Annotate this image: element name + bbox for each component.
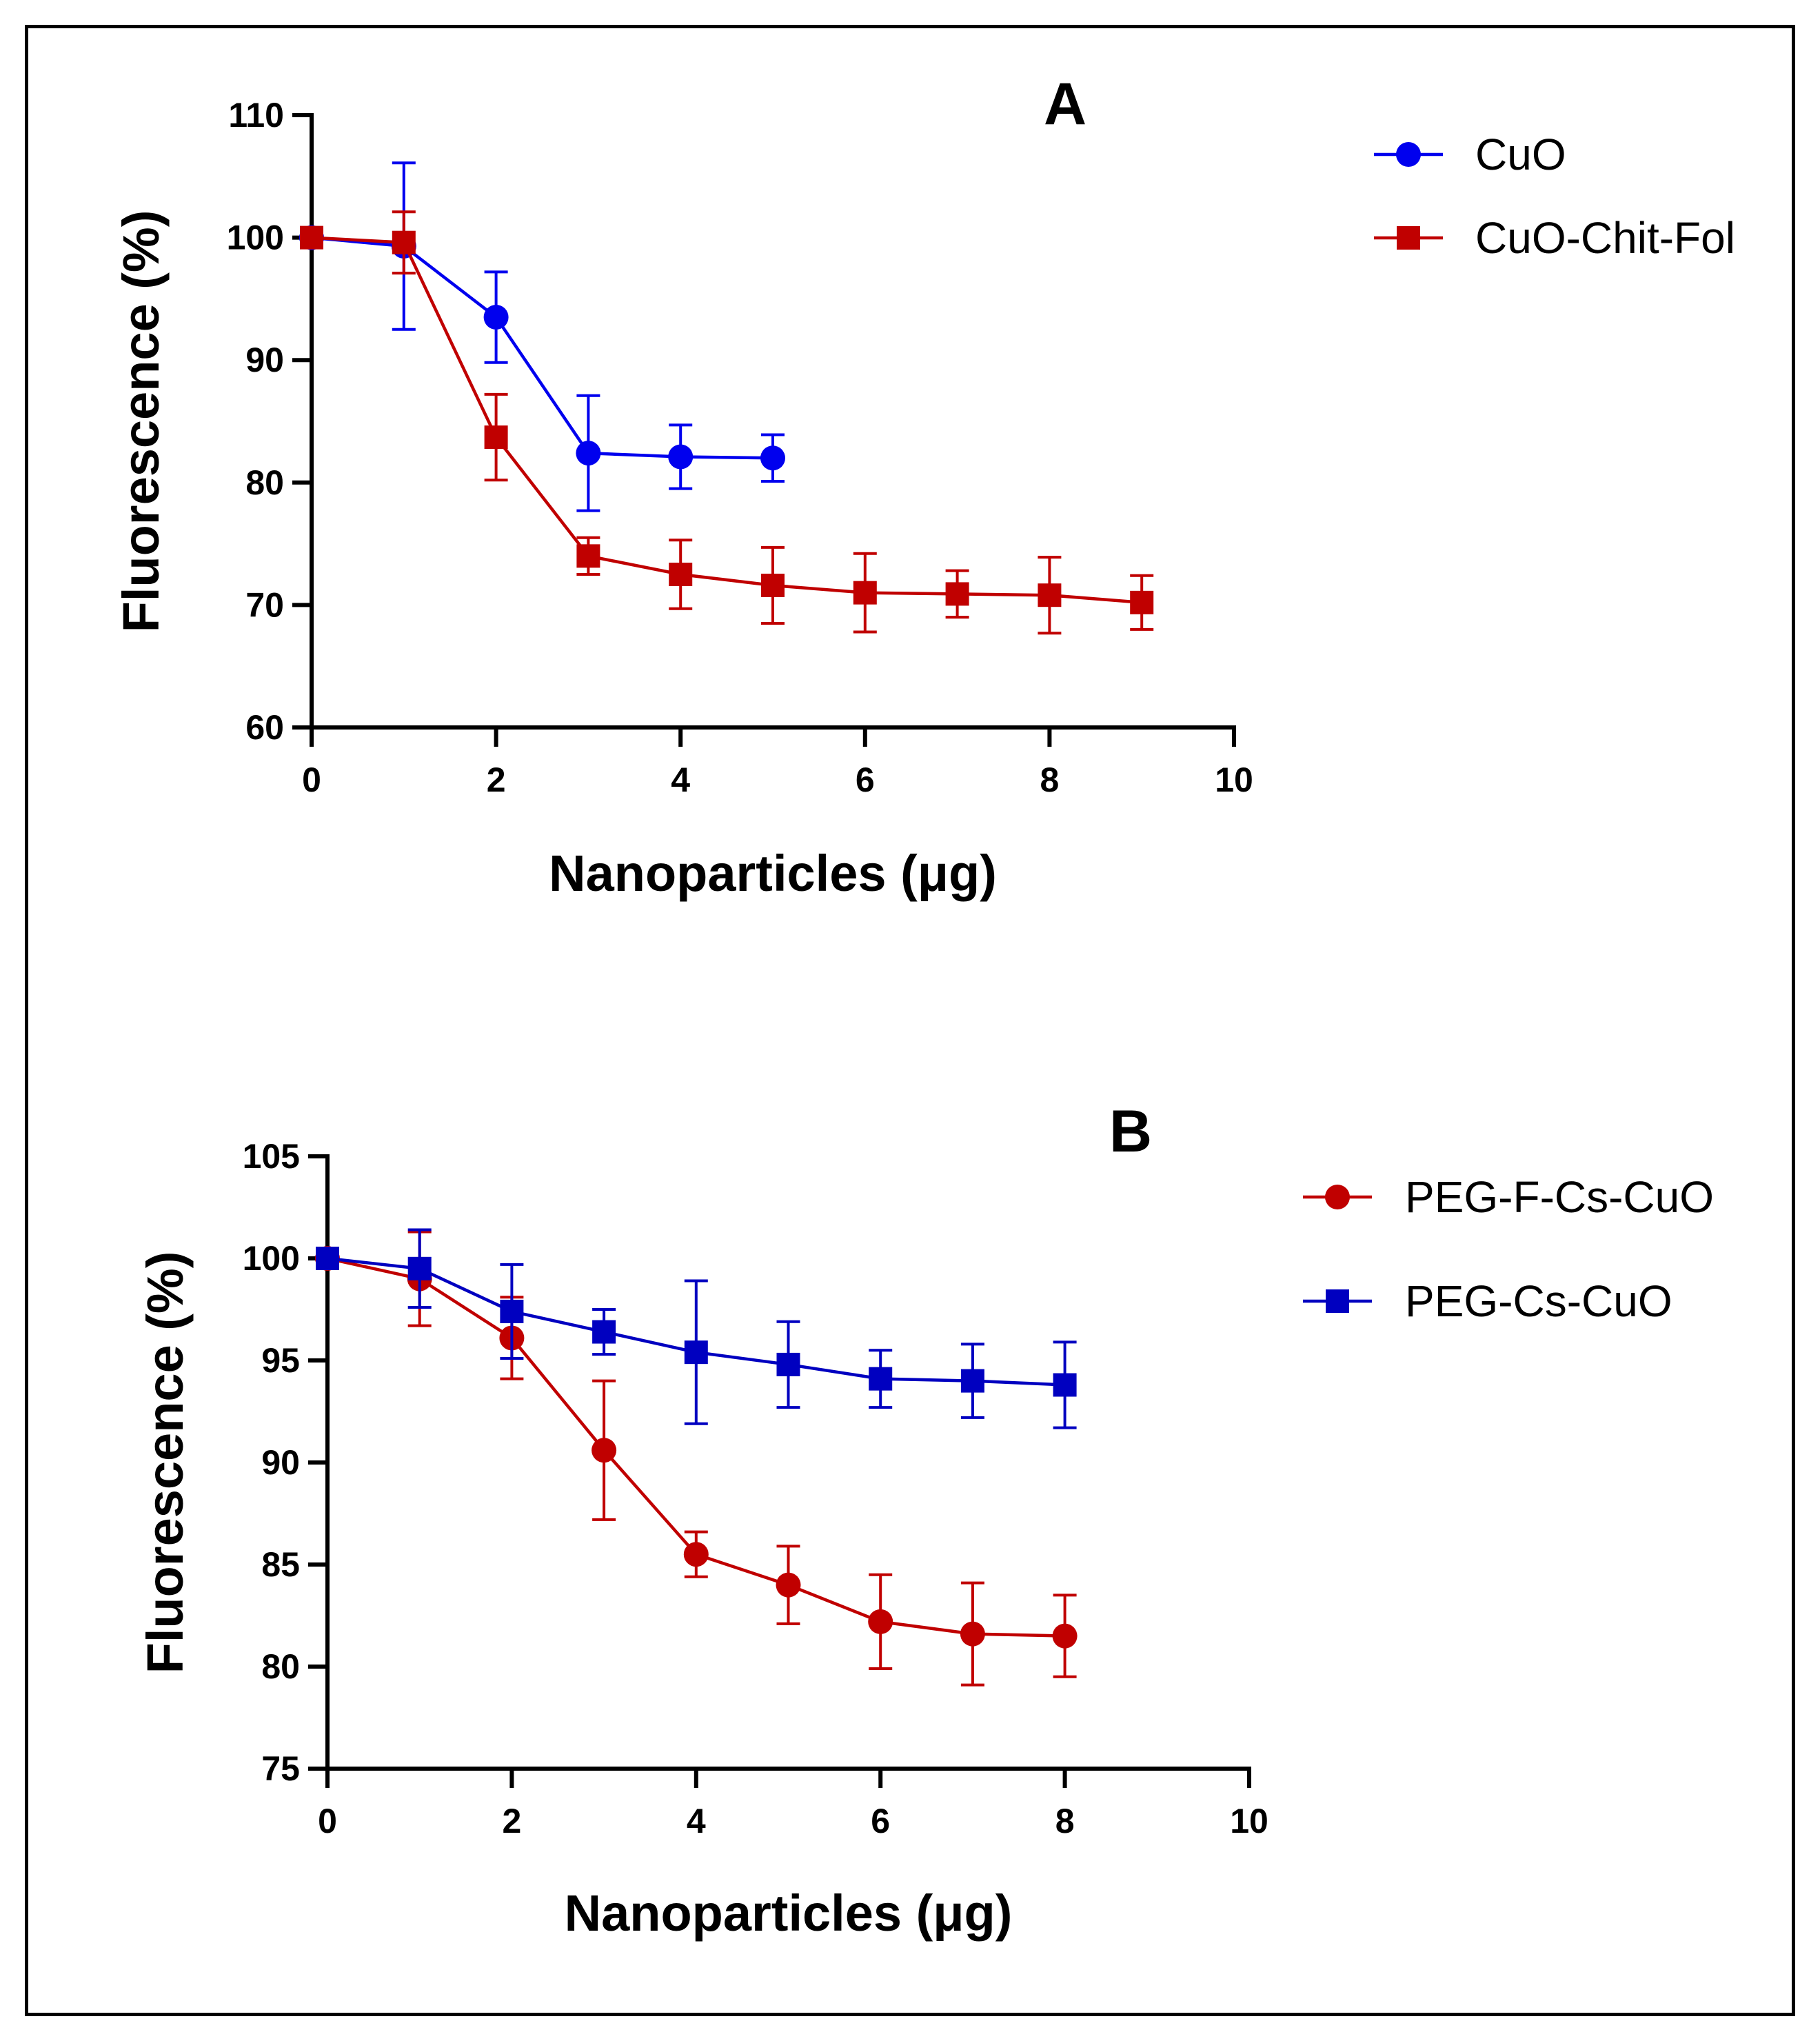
data-point	[1130, 590, 1154, 614]
x-tick-label: 6	[856, 761, 875, 799]
data-point	[300, 225, 323, 250]
y-tick-label: 105	[243, 1137, 300, 1176]
series-peg-f-cs-cuo	[315, 1230, 1078, 1687]
data-point	[853, 581, 877, 605]
data-point	[392, 230, 416, 254]
data-point	[776, 1572, 801, 1598]
data-point	[1038, 583, 1062, 607]
x-tick-label: 6	[871, 1802, 890, 1840]
data-point	[483, 305, 509, 330]
y-tick-label: 90	[245, 341, 284, 379]
x-tick-label: 4	[687, 1802, 706, 1840]
data-point	[576, 441, 601, 466]
x-axis-title: Nanoparticles (μg)	[549, 845, 997, 902]
data-point	[576, 544, 600, 568]
panel-label: A	[1044, 71, 1086, 137]
series-line	[311, 236, 1142, 605]
legend-entry: PEG-F-Cs-CuO	[1303, 1172, 1714, 1222]
y-tick-label: 95	[261, 1341, 300, 1380]
x-tick-label: 8	[1040, 761, 1059, 799]
data-point	[592, 1320, 616, 1344]
data-point	[1052, 1623, 1078, 1649]
data-point	[760, 445, 785, 471]
data-point	[945, 582, 969, 606]
y-tick-label: 85	[261, 1545, 300, 1584]
data-point	[761, 573, 785, 597]
data-point	[868, 1609, 893, 1634]
panel-a: 60 70 80 90 100 110 0 2 4 6 8 10 Nanoparticles (μg) F…	[112, 71, 1735, 902]
legend-label: PEG-F-Cs-CuO	[1405, 1172, 1714, 1222]
legend-marker	[1396, 142, 1421, 167]
data-point	[668, 444, 694, 470]
y-tick-label: 60	[245, 708, 284, 747]
legend-entry: CuO-Chit-Fol	[1374, 213, 1735, 263]
data-point	[869, 1367, 893, 1391]
x-tick-label: 4	[671, 761, 690, 799]
data-point	[960, 1621, 985, 1647]
y-tick-label: 80	[245, 463, 284, 502]
data-point	[592, 1438, 617, 1463]
y-tick-label: 110	[228, 96, 284, 134]
series-cuo	[299, 161, 785, 512]
y-axis-title: Fluorescence (%)	[136, 1251, 194, 1674]
x-tick-label: 0	[318, 1802, 337, 1840]
data-point	[960, 1369, 984, 1393]
legend-marker	[1397, 226, 1420, 250]
legend-label: CuO	[1475, 130, 1566, 179]
series-line	[311, 236, 774, 460]
data-point	[316, 1247, 339, 1270]
y-tick-label: 100	[243, 1239, 300, 1278]
legend-marker	[1326, 1289, 1349, 1313]
x-tick-label: 0	[302, 761, 321, 799]
legend-entry: PEG-Cs-CuO	[1303, 1276, 1672, 1326]
legend-entry: CuO	[1374, 130, 1566, 179]
legend-label: CuO-Chit-Fol	[1475, 213, 1735, 263]
y-tick-label: 100	[227, 219, 284, 257]
data-point	[500, 1299, 524, 1323]
figure-frame	[25, 25, 1795, 2016]
x-tick-label: 2	[487, 761, 506, 799]
x-axis-title: Nanoparticles (μg)	[565, 1884, 1013, 1942]
data-point	[484, 425, 508, 450]
data-point	[684, 1340, 708, 1365]
y-tick-label: 90	[261, 1443, 300, 1482]
panel-b: 75 80 85 90 95 100 105 0 2 4 6 8 10 Nanoparticles (μg…	[136, 1098, 1714, 1942]
legend-marker	[1325, 1185, 1350, 1209]
series-cuo-chit-fol	[300, 210, 1154, 635]
data-point	[407, 1256, 432, 1280]
data-point	[669, 563, 693, 586]
legend-label: PEG-Cs-CuO	[1405, 1276, 1672, 1326]
x-tick-label: 10	[1215, 761, 1253, 799]
panel-label: B	[1109, 1098, 1152, 1165]
y-tick-label: 80	[261, 1647, 300, 1686]
y-tick-label: 75	[261, 1749, 300, 1788]
x-tick-label: 8	[1055, 1802, 1075, 1840]
y-axis-title: Fluorescence (%)	[112, 210, 170, 633]
series-peg-cs-cuo	[316, 1228, 1077, 1429]
y-tick-label: 70	[245, 585, 284, 624]
data-point	[776, 1352, 800, 1376]
x-tick-label: 10	[1230, 1802, 1268, 1840]
data-point	[683, 1542, 709, 1567]
x-tick-label: 2	[502, 1802, 521, 1840]
data-point	[1053, 1373, 1077, 1397]
